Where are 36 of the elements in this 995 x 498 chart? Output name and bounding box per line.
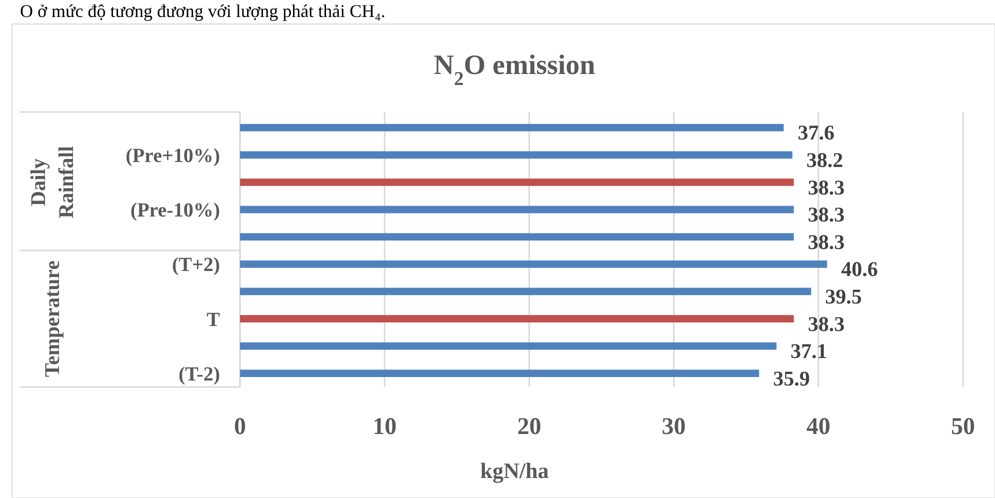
data-label: 35.9 bbox=[773, 366, 810, 390]
bar bbox=[240, 151, 792, 159]
text: O ở mức độ tương đương với lượng phát thải CH₄. bbox=[20, 1, 386, 21]
x-tick-label: 30 bbox=[662, 414, 686, 440]
data-label: 37.6 bbox=[798, 120, 834, 145]
x-tick-label: 10 bbox=[372, 414, 397, 440]
data-label: 38.3 bbox=[808, 312, 845, 336]
data-label: 38.3 bbox=[808, 175, 845, 200]
x-tick-label: 0 bbox=[234, 414, 246, 440]
data-label: 38.3 bbox=[808, 202, 845, 227]
bar bbox=[240, 260, 828, 268]
bar bbox=[240, 178, 794, 186]
y-tick-label: T bbox=[206, 308, 221, 331]
text: Temperature bbox=[40, 260, 64, 378]
y-tick-label: (T-2) bbox=[178, 363, 220, 386]
bar bbox=[240, 315, 794, 322]
y-tick-label: (Pre+10%) bbox=[126, 144, 220, 167]
y-tick-label: (T+2) bbox=[172, 254, 220, 276]
bar bbox=[240, 342, 776, 350]
bar bbox=[240, 206, 794, 214]
x-tick-label: 40 bbox=[806, 414, 830, 440]
bar bbox=[240, 124, 784, 132]
data-label: 40.6 bbox=[841, 257, 878, 282]
data-label: 37.1 bbox=[790, 339, 828, 364]
text: Daily Rainfall bbox=[26, 146, 78, 218]
y-tick-label: (Pre-10%) bbox=[130, 200, 220, 222]
x-axis-title: kgN/ha bbox=[480, 458, 549, 483]
data-label: 38.3 bbox=[808, 230, 845, 254]
bar bbox=[240, 370, 760, 378]
data-label: 38.2 bbox=[806, 148, 844, 172]
bar bbox=[240, 288, 812, 296]
bar bbox=[240, 233, 794, 241]
x-tick-label: 50 bbox=[951, 414, 975, 440]
data-label: 39.5 bbox=[825, 284, 862, 308]
chart-title: N$_{2}$O emission bbox=[434, 50, 596, 90]
x-tick-label: 20 bbox=[517, 414, 542, 440]
